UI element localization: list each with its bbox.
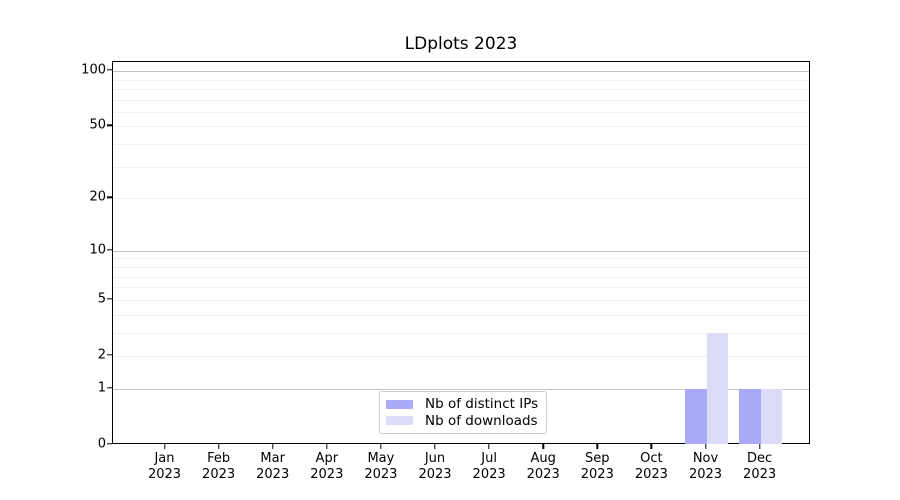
- x-tick-label-jul-2023: Jul 2023: [473, 451, 506, 483]
- gridline-minor-80: [113, 88, 809, 90]
- gridline-minor-8: [113, 266, 809, 268]
- gridline-minor-7: [113, 276, 809, 278]
- legend-label-downloads: Nb of downloads: [425, 412, 538, 429]
- bar-nb-of-downloads-dec-2023: [760, 388, 783, 444]
- x-tick-mark-feb-2023: [217, 444, 220, 449]
- y-tick-label-50: 50: [89, 117, 106, 133]
- x-tick-mark-dec-2023: [758, 444, 761, 449]
- x-tick-mark-sep-2023: [596, 444, 598, 449]
- x-tick-label-jun-2023: Jun 2023: [418, 451, 451, 483]
- x-tick-label-line: 2023: [147, 467, 182, 482]
- chart-title: LDplots 2023: [404, 34, 518, 54]
- gridline-minor-90: [113, 79, 809, 81]
- y-tick-mark-50: [107, 124, 112, 127]
- x-tick-mark-oct-2023: [650, 444, 653, 449]
- x-tick-label-jan-2023: Jan 2023: [148, 451, 181, 483]
- x-tick-label-line: Oct: [640, 451, 663, 466]
- x-tick-label-line: Sep: [585, 451, 610, 466]
- gridline-minor-60: [113, 111, 809, 113]
- x-tick-label-line: 2023: [472, 467, 506, 482]
- x-tick-label-line: Feb: [207, 451, 231, 466]
- gridline-minor-5: [113, 299, 809, 301]
- y-tick-label-20: 20: [89, 189, 106, 205]
- x-tick-mark-mar-2023: [271, 444, 274, 449]
- x-tick-label-line: 2023: [202, 467, 236, 482]
- bar-nb-of-distinct-ips-nov-2023: [685, 388, 707, 444]
- y-tick-mark-10: [107, 249, 112, 251]
- x-tick-label-line: 2023: [310, 467, 344, 482]
- downloads-swatch-icon: [386, 416, 413, 426]
- gridline-minor-40: [113, 144, 809, 146]
- plot-area: [112, 61, 810, 444]
- gridline-major-100: [113, 71, 809, 73]
- distinct-ips-swatch-icon: [386, 399, 413, 409]
- x-tick-label-line: 2023: [256, 467, 290, 482]
- bar-nb-of-downloads-nov-2023: [706, 332, 728, 444]
- y-tick-mark-100: [107, 69, 112, 71]
- x-tick-mark-aug-2023: [542, 444, 544, 449]
- legend-item-distinct-ips: Nb of distinct IPs: [386, 396, 539, 412]
- gridline-minor-50: [113, 126, 809, 128]
- x-tick-label-line: 2023: [743, 467, 777, 482]
- x-tick-label-line: 2023: [418, 467, 452, 482]
- gridline-major-10: [113, 250, 809, 252]
- gridline-minor-2: [113, 355, 809, 357]
- y-tick-mark-0: [107, 443, 112, 445]
- legend-label-distinct-ips: Nb of distinct IPs: [425, 396, 539, 413]
- y-tick-label-100: 100: [81, 62, 106, 78]
- x-tick-mark-jun-2023: [434, 444, 436, 449]
- x-tick-label-line: 2023: [688, 467, 723, 482]
- x-tick-label-feb-2023: Feb 2023: [202, 451, 235, 483]
- x-tick-label-sep-2023: Sep 2023: [581, 451, 614, 483]
- x-tick-mark-jan-2023: [163, 444, 166, 449]
- gridline-minor-4: [113, 314, 809, 316]
- x-tick-label-line: 2023: [364, 467, 398, 482]
- y-tick-mark-20: [107, 196, 112, 199]
- x-tick-label-line: Nov: [692, 451, 719, 466]
- y-tick-mark-2: [107, 354, 112, 356]
- x-tick-label-line: 2023: [580, 467, 614, 482]
- x-tick-label-oct-2023: Oct 2023: [635, 451, 668, 483]
- x-tick-label-apr-2023: Apr 2023: [310, 451, 343, 483]
- x-tick-mark-may-2023: [380, 444, 382, 449]
- x-tick-label-line: Apr: [315, 451, 339, 466]
- x-tick-label-line: Jan: [154, 451, 175, 466]
- gridline-minor-30: [113, 166, 809, 168]
- x-tick-mark-apr-2023: [326, 444, 328, 449]
- y-tick-mark-5: [107, 298, 112, 300]
- gridline-minor-20: [113, 198, 809, 200]
- x-tick-label-line: May: [367, 451, 395, 466]
- gridline-minor-6: [113, 287, 809, 289]
- legend-item-downloads: Nb of downloads: [386, 413, 539, 429]
- x-tick-label-line: 2023: [526, 467, 560, 482]
- bar-nb-of-distinct-ips-dec-2023: [739, 388, 761, 444]
- x-tick-label-line: Dec: [747, 451, 773, 466]
- x-tick-label-line: Jul: [481, 451, 497, 466]
- x-tick-label-aug-2023: Aug 2023: [527, 451, 560, 483]
- y-tick-mark-1: [107, 387, 112, 389]
- y-tick-label-2: 2: [97, 347, 106, 363]
- x-tick-label-nov-2023: Nov 2023: [689, 451, 722, 483]
- x-tick-mark-nov-2023: [704, 444, 707, 449]
- gridline-minor-9: [113, 258, 809, 260]
- y-tick-label-0: 0: [97, 436, 106, 452]
- x-tick-label-line: Aug: [530, 451, 556, 466]
- x-tick-mark-jul-2023: [488, 444, 490, 449]
- legend: Nb of distinct IPs Nb of downloads: [379, 391, 547, 434]
- x-tick-label-line: Mar: [260, 451, 285, 466]
- x-tick-label-may-2023: May 2023: [364, 451, 397, 483]
- x-tick-label-mar-2023: Mar 2023: [256, 451, 289, 483]
- x-tick-label-line: 2023: [634, 467, 668, 482]
- y-tick-label-1: 1: [97, 380, 106, 396]
- y-tick-label-5: 5: [97, 291, 106, 307]
- x-tick-label-line: Jun: [424, 451, 446, 466]
- x-tick-label-dec-2023: Dec 2023: [743, 451, 776, 483]
- gridline-minor-70: [113, 99, 809, 101]
- y-tick-label-10: 10: [89, 242, 106, 258]
- gridline-minor-3: [113, 332, 809, 334]
- gridline-major-1: [113, 388, 809, 390]
